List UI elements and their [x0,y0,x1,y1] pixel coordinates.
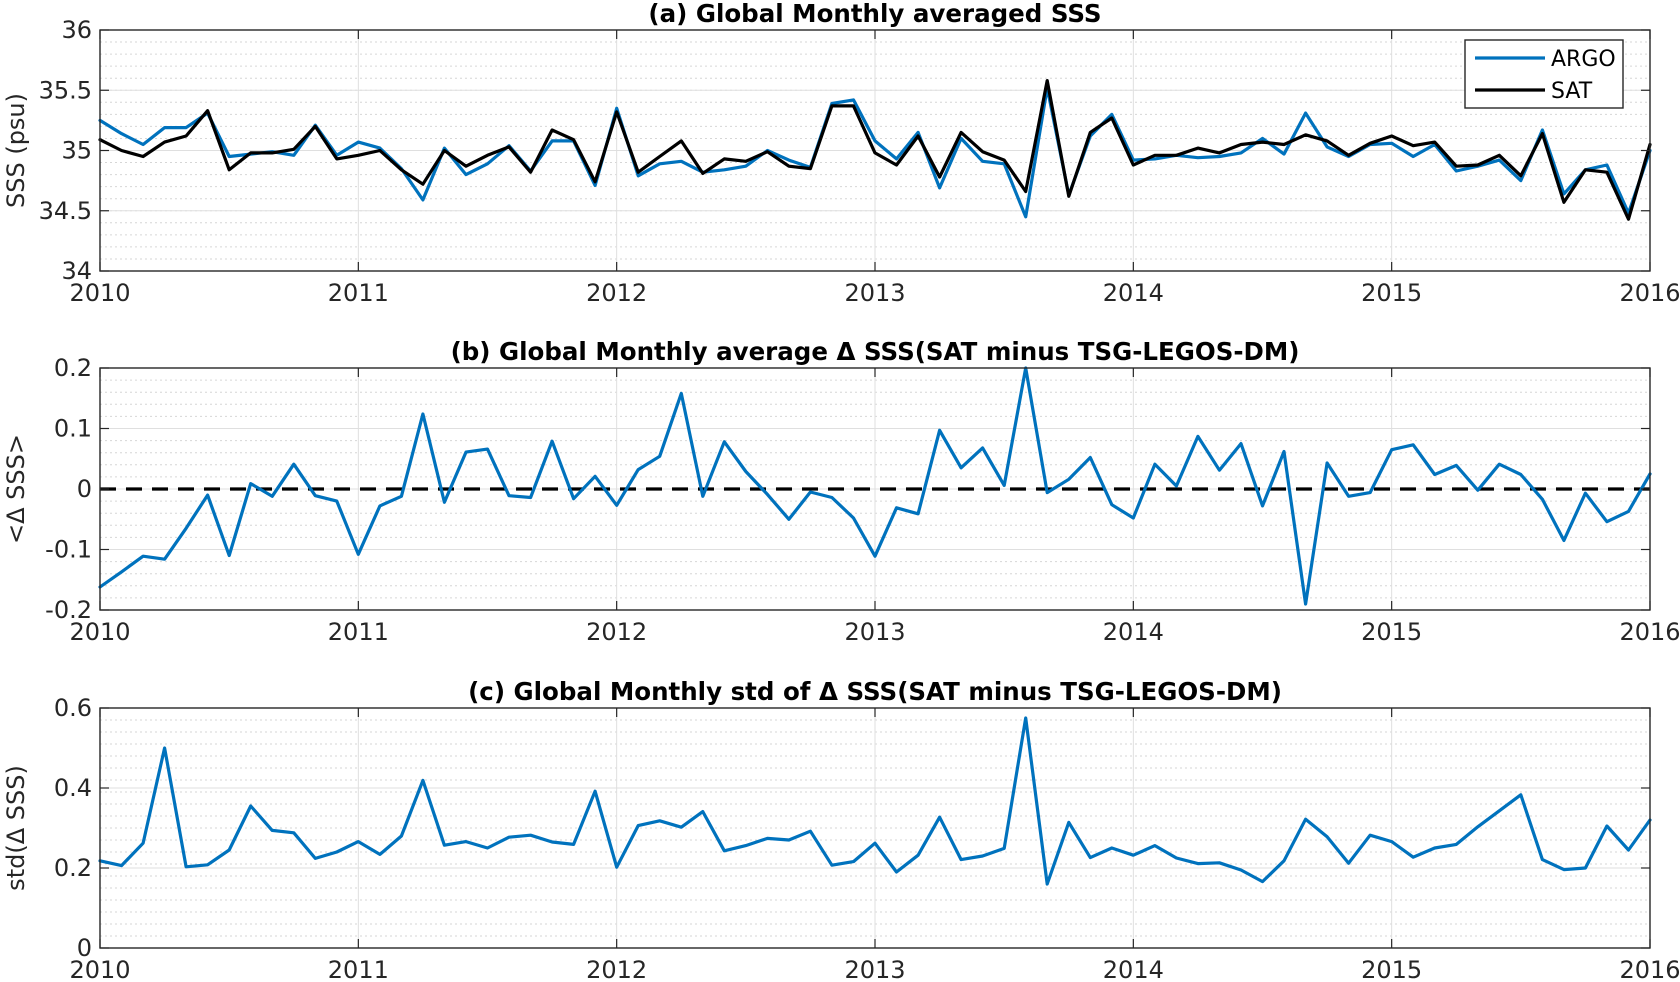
x-tick-label: 2015 [1361,279,1422,307]
series-line [98,716,1652,886]
legend: ARGO SAT [1464,39,1624,109]
x-tick-label: 2016 [1619,279,1680,307]
x-tick-label: 2010 [69,279,130,307]
series-line-sat [98,78,1652,221]
x-tick-label: 2015 [1361,956,1422,982]
x-tick-label: 2014 [1103,618,1164,646]
x-tick-label: 2013 [844,618,905,646]
y-tick-label: 36 [61,16,92,44]
x-tick-label: 2012 [586,618,647,646]
y-tick-label: 35 [61,137,92,165]
legend-label-argo: ARGO [1551,47,1616,72]
x-tick-label: 2016 [1619,618,1680,646]
x-tick-label: 2015 [1361,618,1422,646]
series-line [98,366,1652,606]
y-tick-label: 0.6 [54,694,92,722]
y-tick-label: 0.2 [54,354,92,382]
y-axis-label: std(Δ SSS) [2,765,30,891]
y-axis-label: SSS (psu) [2,93,30,208]
y-tick-label: 0.4 [54,774,92,802]
chart-title: (b) Global Monthly average Δ SSS(SAT min… [451,337,1300,366]
chart-title: (a) Global Monthly averaged SSS [648,0,1101,28]
series-line-argo [98,86,1652,219]
x-tick-label: 2010 [69,956,130,982]
x-tick-label: 2014 [1103,956,1164,982]
x-tick-label: 2010 [69,618,130,646]
y-tick-label: 0.2 [54,854,92,882]
legend-label-sat: SAT [1551,79,1593,104]
chart-title: (c) Global Monthly std of Δ SSS(SAT minu… [468,677,1282,706]
y-tick-label: 35.5 [39,76,92,104]
y-tick-label: 34 [61,257,92,285]
x-tick-label: 2011 [328,279,389,307]
x-tick-label: 2014 [1103,279,1164,307]
x-tick-label: 2012 [586,279,647,307]
y-tick-label: 0 [77,475,92,503]
x-tick-label: 2016 [1619,956,1680,982]
y-tick-label: -0.2 [45,596,92,624]
x-tick-label: 2013 [844,279,905,307]
y-tick-label: 34.5 [39,197,92,225]
chart-panel-3: 0 0.2 0.4 0.6 2010 2011 2012 2013 2014 2015 2016 (c… [2,677,1680,982]
chart-panel-1: 34 34.5 35 35.5 36 2010 2011 2012 2013 2014 2015 20… [2,0,1680,307]
chart-panel-2: -0.2 -0.1 0 0.1 0.2 2010 2011 2012 2013 2014 2015 2… [2,337,1680,646]
x-tick-label: 2013 [844,956,905,982]
x-tick-label: 2011 [328,618,389,646]
x-tick-label: 2011 [328,956,389,982]
x-tick-label: 2012 [586,956,647,982]
y-tick-label: 0.1 [54,415,92,443]
legend-box [1464,39,1624,109]
y-tick-label: -0.1 [45,536,92,564]
y-tick-label: 0 [77,934,92,962]
y-axis-label: <Δ SSS> [2,434,30,544]
